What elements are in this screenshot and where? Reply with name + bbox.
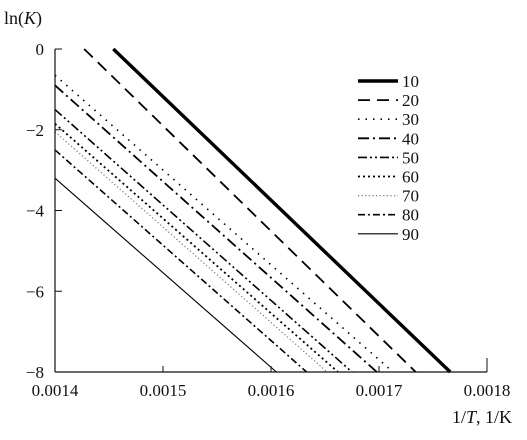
legend-label-60: 60 bbox=[402, 168, 419, 187]
series-line-10 bbox=[112, 47, 452, 374]
legend-label-10: 10 bbox=[402, 72, 419, 91]
ticks bbox=[54, 48, 488, 373]
series-line-20 bbox=[83, 48, 417, 373]
y-tick-label: −4 bbox=[26, 202, 45, 221]
series-line-80 bbox=[54, 149, 308, 373]
legend-label-30: 30 bbox=[402, 110, 419, 129]
x-axis-title: 1/T, 1/K bbox=[452, 407, 512, 427]
axes bbox=[54, 49, 488, 373]
legend-label-40: 40 bbox=[402, 129, 419, 148]
legend-label-70: 70 bbox=[402, 187, 419, 206]
plot-lines bbox=[54, 47, 452, 374]
legend-label-50: 50 bbox=[402, 148, 419, 167]
series-line-30 bbox=[54, 74, 394, 373]
legend-label-80: 80 bbox=[402, 206, 419, 225]
x-tick-label: 0.0017 bbox=[356, 381, 403, 400]
x-tick-label: 0.0018 bbox=[464, 381, 511, 400]
y-tick-label: −2 bbox=[26, 121, 44, 140]
series-line-60 bbox=[54, 123, 339, 373]
legend-label-90: 90 bbox=[402, 225, 419, 244]
legend-label-20: 20 bbox=[402, 91, 419, 110]
y-axis-title: ln(K) bbox=[4, 8, 42, 29]
x-tick-label: 0.0016 bbox=[248, 381, 295, 400]
series-line-50 bbox=[54, 108, 353, 373]
y-tick-label: 0 bbox=[36, 40, 45, 59]
series-line-90 bbox=[54, 177, 277, 373]
tick-labels: 0.0014 0.0015 0.0016 0.0017 0.0018 0 −2 −4 −6 −8 bbox=[26, 40, 510, 400]
y-tick-label: −6 bbox=[26, 282, 44, 301]
y-tick-label: −8 bbox=[26, 363, 44, 382]
series-line-70 bbox=[54, 131, 328, 373]
x-tick-label: 0.0015 bbox=[140, 381, 187, 400]
x-tick-label: 0.0014 bbox=[32, 381, 79, 400]
series-line-40 bbox=[54, 84, 378, 373]
